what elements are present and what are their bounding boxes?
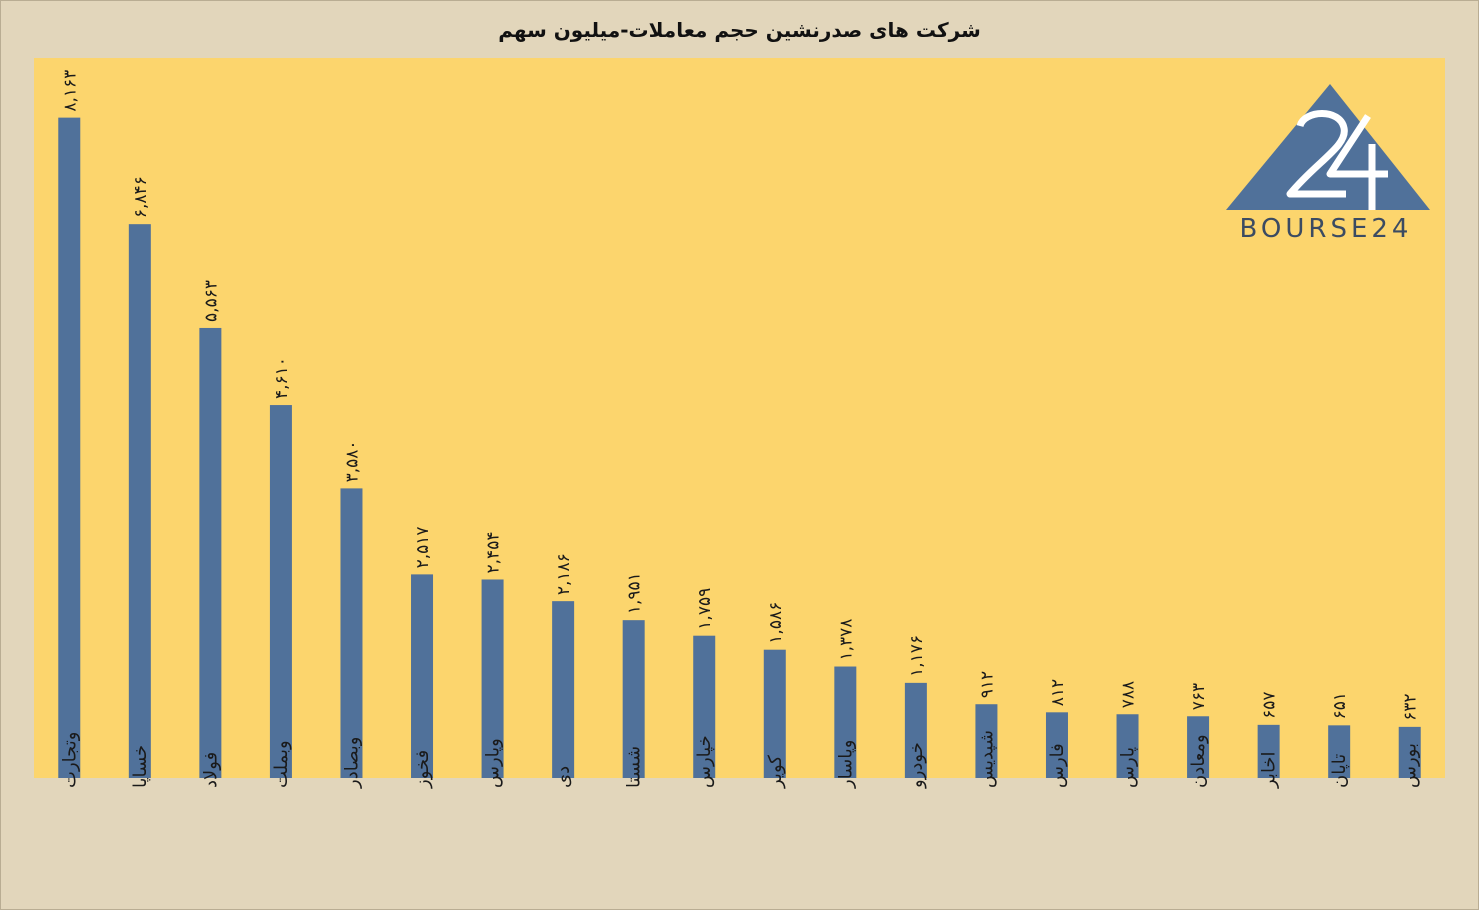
category-label: پارس [1118,747,1139,788]
bar-6 [481,579,504,778]
category-label: اخابر [1259,751,1280,789]
category-label: وتجارت [59,732,80,788]
value-label: ۶۵۱ [1330,692,1350,719]
bar-5 [411,574,434,778]
category-label: فخوز [412,750,433,789]
value-label: ۲,۴۵۴ [484,532,504,574]
value-label: ۱,۷۵۹ [695,588,715,630]
value-label: ۷۸۸ [1119,681,1139,708]
category-label: خساپا [130,745,151,788]
value-label: ۹۱۲ [977,671,997,698]
bar-16 [1187,716,1210,778]
bar-17 [1257,724,1280,778]
bar-18 [1328,725,1351,778]
value-label: ۳,۵۸۰ [342,440,362,482]
value-label: ۱,۹۵۱ [625,572,645,614]
value-label: ۶,۸۴۶ [131,176,151,218]
bar-14 [1045,712,1068,778]
bar-13 [975,704,998,778]
bar-12 [904,682,927,778]
bourse24-logo-icon [1226,84,1430,210]
bar-11 [834,666,857,778]
value-label: ۱,۱۷۶ [907,635,927,677]
plot-area [34,58,1445,778]
bar-10 [763,649,786,778]
value-label: ۴,۶۱۰ [272,357,292,399]
bar-7 [552,601,575,778]
bar-2 [199,327,222,778]
bar-19 [1398,726,1421,778]
bar-1 [128,224,151,779]
category-label: شستا [624,746,645,788]
value-label: ۲,۵۱۷ [413,526,433,568]
category-label: خودرو [906,742,927,789]
category-label: خپارس [694,735,715,788]
bar-15 [1116,714,1139,778]
bar-8 [622,620,645,778]
bar-4 [340,488,363,778]
value-label: ۲,۱۸۶ [554,553,574,595]
value-label: ۸۱۲ [1048,679,1068,706]
logo-text: BOURSE24 [1239,214,1413,244]
category-label: فارس [1047,743,1068,788]
category-label: وپارس [483,738,504,788]
value-label: ۶۳۲ [1401,693,1421,720]
value-label: ۶۵۷ [1260,691,1280,718]
category-label: شپدیس [976,730,997,788]
bar-9 [693,635,716,778]
chart-title: شرکت های صدرنشین حجم معاملات-میلیون سهم [498,18,981,42]
category-label: وبصادر [341,736,362,789]
category-label: وبملت [271,740,292,788]
category-label: بورس [1400,743,1421,788]
value-label: ۱,۳۷۸ [836,619,856,661]
value-label: ۷۶۳ [1189,683,1209,710]
category-label: ومعادن [1188,734,1209,788]
category-label: دی [553,766,574,788]
category-label: کویر [765,755,786,789]
value-label: ۸,۱۶۳ [60,70,80,112]
bar-3 [269,405,292,778]
category-label: وپاسار [835,740,856,789]
category-label: فولاد [200,752,221,788]
bar-0 [58,117,81,778]
category-label: تاپان [1329,754,1350,788]
value-label: ۱,۵۸۶ [766,602,786,644]
value-label: ۵,۵۶۳ [201,280,221,322]
